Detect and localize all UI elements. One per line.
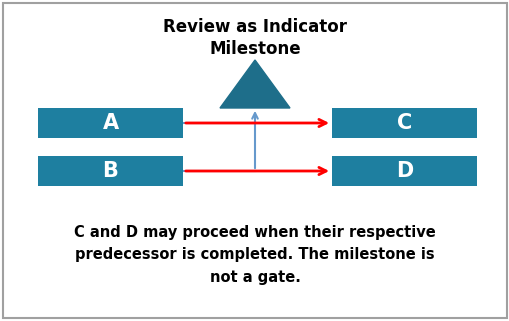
Text: B: B — [102, 161, 118, 181]
Bar — [331, 156, 476, 186]
Text: Review as Indicator
Milestone: Review as Indicator Milestone — [163, 18, 346, 58]
Text: D: D — [395, 161, 412, 181]
Bar — [38, 108, 183, 138]
Text: C and D may proceed when their respective
predecessor is completed. The mileston: C and D may proceed when their respectiv… — [74, 225, 435, 285]
Bar — [331, 108, 476, 138]
Text: A: A — [102, 113, 118, 133]
Bar — [38, 156, 183, 186]
Polygon shape — [219, 60, 290, 108]
Text: C: C — [396, 113, 411, 133]
